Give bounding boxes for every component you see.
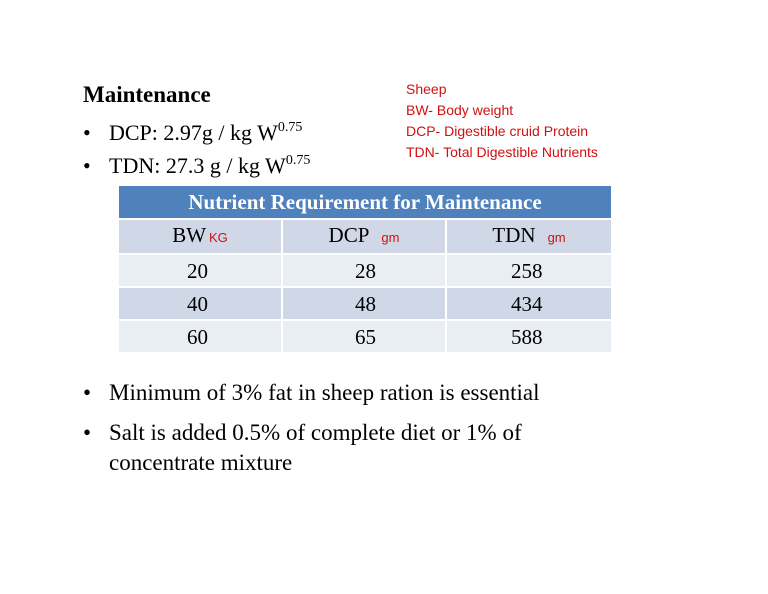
bullet-marker: •	[83, 420, 92, 445]
column-header-bw: BW KG	[117, 218, 283, 255]
column-header-dcp: DCP gm	[281, 218, 447, 255]
table-cell: 434	[444, 286, 614, 321]
tdn-bullet: • TDN: 27.3 g / kg W0.75	[83, 153, 310, 179]
abbreviation-notes: Sheep BW- Body weight DCP- Digestible cr…	[406, 79, 598, 163]
point-text: Minimum of 3% fat in sheep ration is ess…	[109, 380, 540, 405]
note-line: BW- Body weight	[406, 102, 514, 118]
table-cell: 65	[281, 319, 447, 354]
table-cell: 20	[117, 253, 283, 288]
note-line: DCP- Digestible cruid Protein	[406, 123, 589, 139]
table-cell: 40	[117, 286, 283, 321]
section-heading: Maintenance	[83, 82, 211, 107]
salt-requirement-point: • Salt is added 0.5% of complete diet or …	[83, 418, 643, 478]
table-cell: 48	[281, 286, 447, 321]
table-cell: 60	[117, 319, 283, 354]
tdn-text: TDN: 27.3 g / kg W	[109, 153, 286, 178]
dcp-bullet: • DCP: 2.97g / kg W0.75	[83, 120, 302, 146]
point-text-continued: concentrate mixture	[109, 450, 293, 475]
table-cell: 258	[444, 253, 614, 288]
table-header-row: BW KG DCP gm TDN gm	[117, 218, 614, 255]
header-label: DCP	[328, 223, 370, 247]
dcp-exponent: 0.75	[277, 120, 303, 135]
dcp-text: DCP: 2.97g / kg W	[109, 120, 278, 145]
table-cell: 588	[444, 319, 614, 354]
header-label: TDN	[492, 223, 536, 247]
header-unit: gm	[547, 230, 566, 245]
note-line: Sheep	[406, 81, 447, 97]
table-cell: 28	[281, 253, 447, 288]
table-title: Nutrient Requirement for Maintenance	[116, 184, 614, 220]
bullet-marker: •	[83, 120, 91, 145]
table-row: 20 28 258	[117, 253, 614, 288]
point-text: Salt is added 0.5% of complete diet or 1…	[109, 420, 522, 445]
header-unit: gm	[381, 230, 400, 245]
column-header-tdn: TDN gm	[444, 218, 614, 255]
bullet-marker: •	[83, 380, 92, 405]
bullet-marker: •	[83, 153, 91, 178]
header-label: BW	[172, 223, 207, 247]
table-row: 60 65 588	[117, 319, 614, 354]
table-row: 40 48 434	[117, 286, 614, 321]
tdn-exponent: 0.75	[285, 153, 311, 168]
header-unit: KG	[209, 230, 228, 245]
nutrient-requirement-table: Nutrient Requirement for Maintenance BW K…	[116, 184, 614, 354]
note-line: TDN- Total Digestible Nutrients	[406, 144, 598, 160]
fat-requirement-point: • Minimum of 3% fat in sheep ration is es…	[83, 378, 540, 408]
